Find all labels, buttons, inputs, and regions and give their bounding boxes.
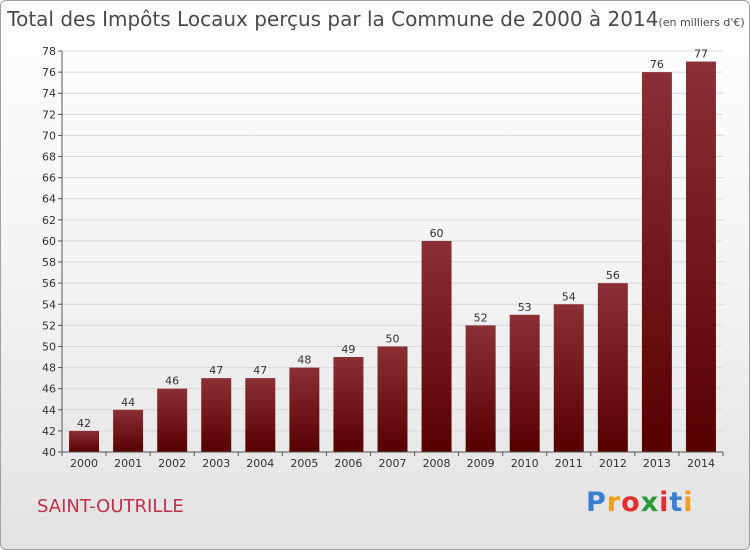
- bar: [421, 240, 452, 452]
- y-tick-label: 70: [42, 129, 56, 142]
- x-tick-label: 2004: [246, 457, 274, 470]
- y-tick-label: 66: [42, 172, 56, 185]
- y-tick-label: 72: [42, 108, 56, 121]
- y-tick-label: 78: [42, 45, 56, 58]
- data-label: 77: [694, 48, 708, 61]
- data-label: 76: [650, 58, 664, 71]
- x-tick-label: 2008: [423, 457, 451, 470]
- x-tick-label: 2014: [687, 457, 715, 470]
- x-tick-label: 2013: [643, 457, 671, 470]
- data-label: 49: [341, 343, 355, 356]
- data-label: 52: [474, 311, 488, 324]
- bar: [641, 72, 672, 453]
- y-tick-label: 68: [42, 151, 56, 164]
- proxiti-logo[interactable]: Proxiti: [586, 487, 694, 518]
- y-tick-label: 44: [42, 404, 56, 417]
- bar: [245, 378, 276, 452]
- y-tick-label: 58: [42, 256, 56, 269]
- chart-title: Total des Impôts Locaux perçus par la Co…: [1, 7, 749, 31]
- y-tick-label: 76: [42, 66, 56, 79]
- y-tick-label: 52: [42, 319, 56, 332]
- bar: [465, 325, 496, 452]
- logo-letter: P: [586, 487, 607, 518]
- logo-letter: t: [669, 487, 684, 518]
- bar: [597, 283, 628, 452]
- data-label: 42: [77, 417, 91, 430]
- y-tick-label: 40: [42, 446, 56, 459]
- logo-letter: x: [640, 487, 660, 518]
- y-tick-label: 64: [42, 193, 56, 206]
- bars: [69, 61, 716, 453]
- data-label: 47: [209, 364, 223, 377]
- data-label: 44: [121, 396, 135, 409]
- y-tick-label: 48: [42, 362, 56, 375]
- chart-title-text: Total des Impôts Locaux perçus par la Co…: [7, 7, 659, 31]
- bar: [289, 367, 320, 452]
- data-label: 54: [562, 290, 576, 303]
- x-tick-label: 2001: [114, 457, 142, 470]
- bar: [69, 430, 100, 452]
- y-tick-label: 74: [42, 87, 56, 100]
- labels: 40 42 44 46 48 50 52 54 56 58 60 62 64 66 68 70 72 74 76 78…: [42, 45, 715, 470]
- x-tick-label: 2012: [599, 457, 627, 470]
- y-tick-label: 42: [42, 425, 56, 438]
- bar: [685, 61, 716, 452]
- y-tick-label: 50: [42, 340, 56, 353]
- x-tick-label: 2011: [555, 457, 583, 470]
- y-tick-label: 62: [42, 214, 56, 227]
- bar: [509, 314, 540, 452]
- x-tick-label: 2000: [70, 457, 98, 470]
- commune-name: SAINT-OUTRILLE: [37, 496, 184, 517]
- x-tick-label: 2003: [202, 457, 230, 470]
- data-label: 46: [165, 375, 179, 388]
- data-label: 48: [297, 354, 311, 367]
- logo-letter: o: [621, 487, 641, 518]
- logo-letter: i: [683, 487, 694, 518]
- data-label: 53: [518, 301, 532, 314]
- chart-unit-label: (en milliers d'€): [658, 16, 745, 29]
- bar: [113, 409, 144, 452]
- x-tick-label: 2005: [290, 457, 318, 470]
- y-tick-label: 54: [42, 298, 56, 311]
- data-label: 56: [606, 269, 620, 282]
- x-tick-label: 2006: [334, 457, 362, 470]
- data-label: 50: [386, 332, 400, 345]
- bar: [157, 388, 188, 452]
- data-label: 47: [253, 364, 267, 377]
- y-tick-label: 46: [42, 383, 56, 396]
- bar: [201, 378, 232, 452]
- y-tick-label: 60: [42, 235, 56, 248]
- x-tick-label: 2010: [511, 457, 539, 470]
- logo-letter: r: [606, 487, 622, 518]
- bar: [377, 346, 408, 452]
- x-tick-label: 2007: [379, 457, 407, 470]
- bar: [553, 304, 584, 452]
- logo-letter: i: [659, 487, 670, 518]
- axes: [58, 50, 724, 456]
- data-label: 60: [430, 227, 444, 240]
- y-tick-label: 56: [42, 277, 56, 290]
- x-tick-label: 2009: [467, 457, 495, 470]
- bar: [333, 357, 364, 452]
- x-tick-label: 2002: [158, 457, 186, 470]
